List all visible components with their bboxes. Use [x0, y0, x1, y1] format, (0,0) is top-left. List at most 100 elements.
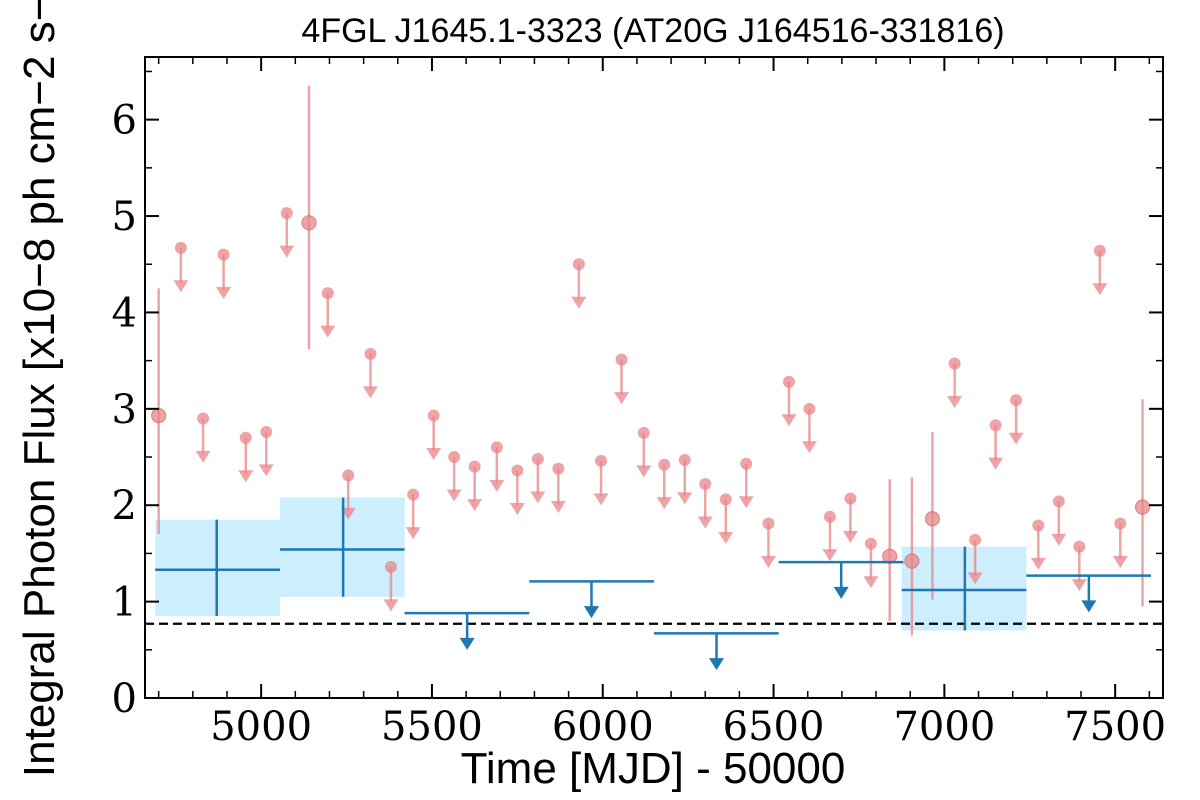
- upper-limit-arrow-head: [718, 531, 734, 544]
- upper-limit-point: [1093, 244, 1106, 257]
- upper-limit-arrow-head: [1008, 432, 1024, 445]
- upper-limit-point: [197, 412, 210, 425]
- upper-limit-point: [1032, 519, 1045, 532]
- upper-limit-point: [531, 452, 544, 465]
- upper-limit-arrow-head: [509, 502, 525, 515]
- upper-limit-point: [217, 248, 230, 261]
- x-axis-label: Time [MJD] - 50000: [461, 744, 846, 793]
- upper-limit-point: [552, 462, 565, 475]
- y-tick-label: 2: [112, 483, 137, 529]
- upper-limit-point: [595, 454, 608, 467]
- upper-limit-arrow-head: [320, 325, 336, 338]
- y-tick-label: 3: [112, 387, 137, 433]
- plot-frame: [144, 56, 1164, 699]
- upper-limit-arrow-head: [614, 392, 630, 405]
- y-tick-label: 1: [112, 580, 137, 626]
- upper-limit-point: [803, 402, 816, 415]
- upper-limit-arrow-head: [258, 464, 274, 477]
- upper-limit-point: [719, 493, 732, 506]
- x-tick-label: 6000: [552, 704, 654, 750]
- upper-limit-point: [615, 353, 628, 366]
- upper-limit-arrow-head: [467, 499, 483, 512]
- detection-point: [904, 553, 920, 569]
- detection-point: [301, 215, 317, 231]
- upper-limit-point: [844, 492, 857, 505]
- long-bin-upper-limit-head: [1081, 600, 1097, 613]
- upper-limit-arrow-head: [738, 496, 754, 509]
- upper-limit-arrow-head: [279, 245, 295, 258]
- x-tick-label: 6500: [723, 704, 825, 750]
- upper-limit-arrow-head: [446, 489, 462, 502]
- upper-limit-point: [280, 207, 293, 220]
- upper-limit-arrow-head: [238, 470, 254, 483]
- long-bin-upper-limit-head: [709, 658, 725, 671]
- upper-limit-arrow-head: [988, 457, 1004, 470]
- upper-limit-point: [1052, 495, 1065, 508]
- upper-limit-arrow-head: [405, 527, 421, 540]
- y-axis-label: Integral Photon Flux [x10−8 ph cm−2 s−1]: [15, 0, 64, 777]
- upper-limit-point: [1010, 394, 1023, 407]
- upper-limit-point: [427, 409, 440, 422]
- upper-limit-arrow-head: [677, 492, 693, 505]
- upper-limit-arrow-head: [1030, 557, 1046, 570]
- upper-limit-point: [490, 441, 503, 454]
- x-tick-label: 5000: [210, 704, 312, 750]
- upper-limit-point: [678, 453, 691, 466]
- upper-limit-arrow-head: [216, 287, 232, 300]
- upper-limit-point: [260, 425, 273, 438]
- plot-border: [144, 56, 1164, 699]
- upper-limit-point: [1073, 540, 1086, 553]
- upper-limit-point: [364, 347, 377, 360]
- upper-limit-point: [448, 451, 461, 464]
- y-tick-label: 0: [112, 676, 137, 722]
- short-bin-detections: [151, 215, 1151, 569]
- upper-limit-point: [762, 517, 775, 530]
- upper-limit-point: [658, 458, 671, 471]
- upper-limit-arrow-head: [656, 497, 672, 510]
- upper-limit-arrow-head: [489, 479, 505, 492]
- y-tick-label: 4: [112, 290, 137, 336]
- upper-limit-arrow-head: [173, 280, 189, 293]
- detection-point: [151, 407, 167, 424]
- x-tick-label: 7500: [1064, 704, 1166, 750]
- upper-limit-point: [864, 537, 877, 550]
- upper-limit-arrow-head: [1092, 283, 1108, 296]
- upper-limit-arrow-head: [781, 414, 797, 427]
- x-tick-label: 5500: [381, 704, 483, 750]
- upper-limit-arrow-head: [947, 395, 963, 408]
- upper-limit-point: [468, 460, 481, 473]
- upper-limit-arrow-head: [362, 386, 378, 399]
- upper-limit-arrow-head: [697, 516, 713, 529]
- axis-ticks: 5000 5500 6000 6500 7000 7500 0 1 2 3 4 5 6: [112, 57, 1166, 750]
- x-tick-label: 7000: [893, 704, 995, 750]
- upper-limit-arrow-head: [530, 491, 546, 504]
- detection-point: [1134, 499, 1151, 515]
- upper-limit-arrow-head: [967, 572, 983, 585]
- upper-limit-point: [407, 488, 420, 501]
- upper-limit-arrow-head: [636, 465, 652, 478]
- long-bin-upper-limit-head: [459, 637, 475, 650]
- upper-limit-point: [782, 375, 795, 388]
- upper-limit-arrow-head: [571, 296, 587, 309]
- upper-limit-arrow-head: [842, 530, 858, 543]
- upper-limit-point: [637, 426, 650, 439]
- upper-limit-arrow-head: [801, 441, 817, 454]
- detection-point: [924, 511, 941, 527]
- upper-limit-arrow-head: [426, 448, 442, 461]
- long-bin-series: [155, 497, 1152, 671]
- upper-limit-arrow-head: [340, 507, 356, 520]
- long-bin-upper-limit-head: [583, 606, 599, 619]
- y-tick-label: 5: [112, 194, 137, 240]
- upper-limit-point: [342, 469, 355, 482]
- upper-limit-point: [511, 464, 524, 477]
- short-bin-upper-limits: [173, 207, 1128, 612]
- upper-limit-point: [239, 431, 252, 444]
- upper-limit-point: [699, 478, 712, 491]
- upper-limit-arrow-head: [760, 555, 776, 568]
- long-bin-upper-limit-head: [833, 586, 849, 599]
- upper-limit-arrow-head: [1112, 555, 1128, 568]
- upper-limit-arrow-head: [383, 599, 399, 612]
- upper-limit-arrow-head: [1051, 533, 1067, 546]
- y-tick-label: 6: [112, 98, 137, 144]
